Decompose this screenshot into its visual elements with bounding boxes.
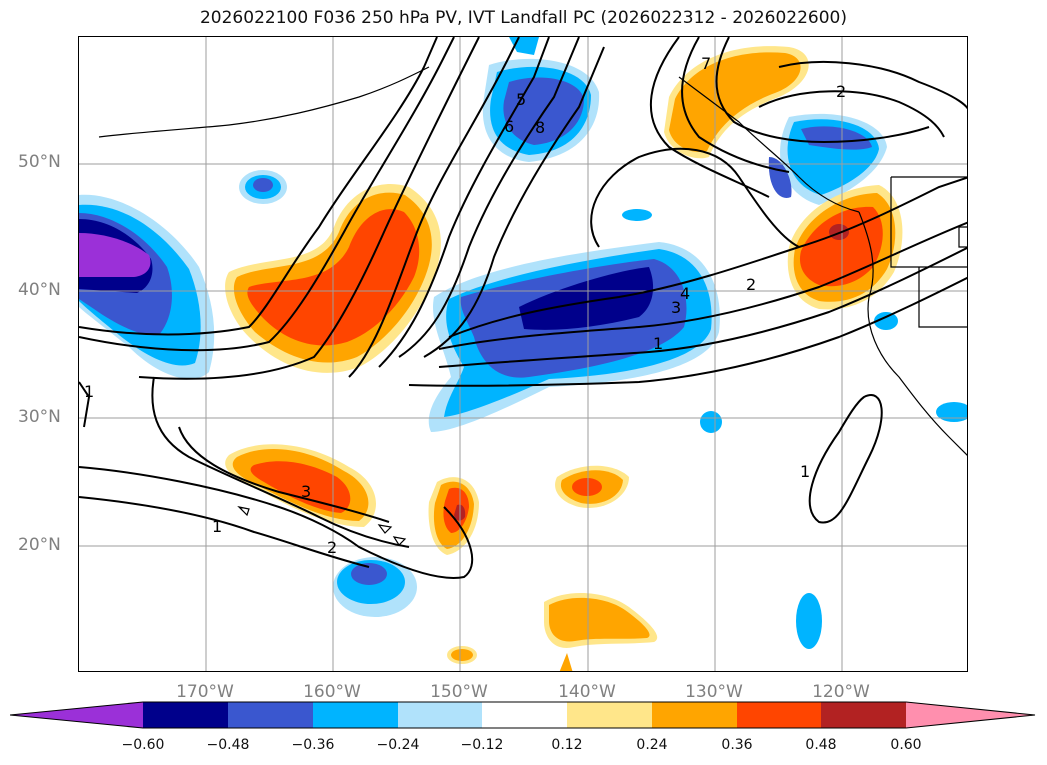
colorbar-tick: 0.60 — [890, 737, 922, 753]
contour-label: 6 — [504, 117, 514, 136]
colorbar-tick: −0.48 — [206, 737, 250, 753]
lat-label-50n: 50°N — [18, 152, 61, 172]
lon-label-130w: 130°W — [685, 682, 743, 702]
contour-label-group: 5 6 8 7 2 3 4 2 1 1 3 1 2 1 — [84, 54, 846, 557]
colorbar-tick: 0.24 — [636, 737, 668, 753]
colorbar — [10, 701, 1036, 729]
colorbar-tick: 0.12 — [551, 737, 583, 753]
colorbar-segment — [567, 702, 652, 728]
colorbar-tick: 0.36 — [721, 737, 753, 753]
lon-label-170w: 170°W — [176, 682, 234, 702]
lat-label-20n: 20°N — [18, 535, 61, 555]
colorbar-segment — [313, 702, 398, 728]
contour-label: 2 — [327, 538, 337, 557]
colorbar-segment — [482, 702, 567, 728]
gridlines — [79, 37, 967, 671]
colorbar-segment — [143, 702, 228, 728]
colorbar-segment — [10, 702, 143, 728]
contour-label: 2 — [746, 275, 756, 294]
coastlines — [98, 66, 967, 546]
contour-label: 1 — [84, 382, 94, 401]
contour-label: 1 — [212, 517, 222, 536]
colorbar-tick: −0.60 — [121, 737, 165, 753]
lon-label-140w: 140°W — [558, 682, 616, 702]
colorbar-segment — [398, 702, 482, 728]
contour-label: 8 — [535, 118, 545, 137]
contour-label: 1 — [653, 334, 663, 353]
contour-label: 7 — [701, 54, 711, 73]
contour-label: 3 — [671, 298, 681, 317]
colorbar-segment — [737, 702, 821, 728]
lat-label-40n: 40°N — [18, 280, 61, 300]
page-title: 2026022100 F036 250 hPa PV, IVT Landfall… — [199, 8, 847, 28]
lon-label-120w: 120°W — [812, 682, 870, 702]
contour-label: 5 — [516, 90, 526, 109]
colorbar-segment — [906, 702, 1035, 728]
colorbar-tick: 0.48 — [805, 737, 837, 753]
lat-label-30n: 30°N — [18, 407, 61, 427]
contour-label: 3 — [301, 482, 311, 501]
ivt-contours — [79, 37, 967, 579]
contour-label: 2 — [836, 82, 846, 101]
colorbar-segment — [652, 702, 737, 728]
lon-label-150w: 150°W — [430, 682, 488, 702]
colorbar-tick: −0.12 — [460, 737, 504, 753]
contour-label: 1 — [800, 462, 810, 481]
colorbar-tick: −0.36 — [291, 737, 335, 753]
lon-label-160w: 160°W — [303, 682, 361, 702]
map-plot: 5 6 8 7 2 3 4 2 1 1 3 1 2 1 — [79, 37, 967, 671]
colorbar-tick: −0.24 — [376, 737, 420, 753]
colorbar-segment — [821, 702, 906, 728]
contour-label: 4 — [680, 284, 690, 303]
negative-pv-shading — [79, 37, 967, 649]
colorbar-segment — [228, 702, 313, 728]
map-frame: 5 6 8 7 2 3 4 2 1 1 3 1 2 1 — [78, 36, 968, 672]
